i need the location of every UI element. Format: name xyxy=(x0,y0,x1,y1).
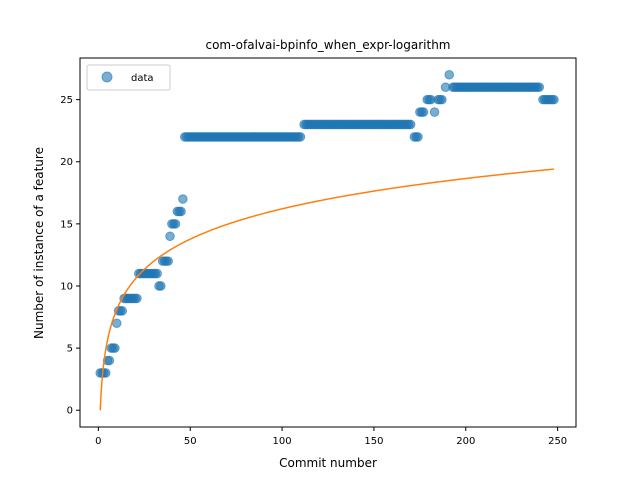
data-point xyxy=(152,268,162,279)
axes-frame xyxy=(79,57,577,428)
y-tick-label: 15 xyxy=(60,219,73,230)
data-point xyxy=(295,132,306,142)
y-tick-label: 20 xyxy=(60,157,73,168)
data-point xyxy=(549,94,559,105)
x-tick-label: 50 xyxy=(184,436,197,447)
y-tick-label: 25 xyxy=(60,95,73,106)
data-point xyxy=(444,69,455,80)
data-point xyxy=(437,94,447,105)
data-point xyxy=(111,318,122,329)
series-layer xyxy=(95,69,559,411)
data-point xyxy=(413,132,423,142)
chart-title: com-ofalvai-bpinfo_when_expr-logarithm xyxy=(205,38,450,52)
x-tick-label: 200 xyxy=(456,436,475,447)
x-tick-label: 100 xyxy=(273,436,292,447)
fit-curve xyxy=(99,168,555,411)
data-point xyxy=(110,343,120,353)
legend-label-data: data xyxy=(131,73,154,84)
data-point xyxy=(104,355,115,366)
x-axis-label: Commit number xyxy=(279,456,377,470)
data-point xyxy=(534,82,545,92)
data-point xyxy=(405,119,416,130)
x-axis: 0 50 100 150 200 250 xyxy=(95,427,567,447)
legend-marker xyxy=(101,71,113,83)
data-point xyxy=(170,219,181,229)
x-tick-label: 150 xyxy=(364,436,383,447)
y-axis-label: Number of instance of a feature xyxy=(32,147,46,339)
y-tick-label: 5 xyxy=(67,344,73,355)
data-point xyxy=(165,231,175,242)
data-point xyxy=(163,256,173,266)
y-tick-label: 0 xyxy=(67,406,73,417)
data-point xyxy=(132,293,142,304)
x-tick-label: 0 xyxy=(95,436,101,447)
data-point xyxy=(156,281,166,291)
data-point xyxy=(429,107,440,117)
legend: data xyxy=(86,64,171,91)
y-axis: 0 5 10 15 20 25 xyxy=(60,95,80,417)
legend-box xyxy=(86,64,171,91)
data-point xyxy=(176,206,186,217)
y-tick-label: 10 xyxy=(60,281,73,292)
data-point xyxy=(117,306,128,316)
data-point xyxy=(418,107,429,117)
data-point xyxy=(178,194,188,204)
x-tick-label: 250 xyxy=(548,436,567,447)
